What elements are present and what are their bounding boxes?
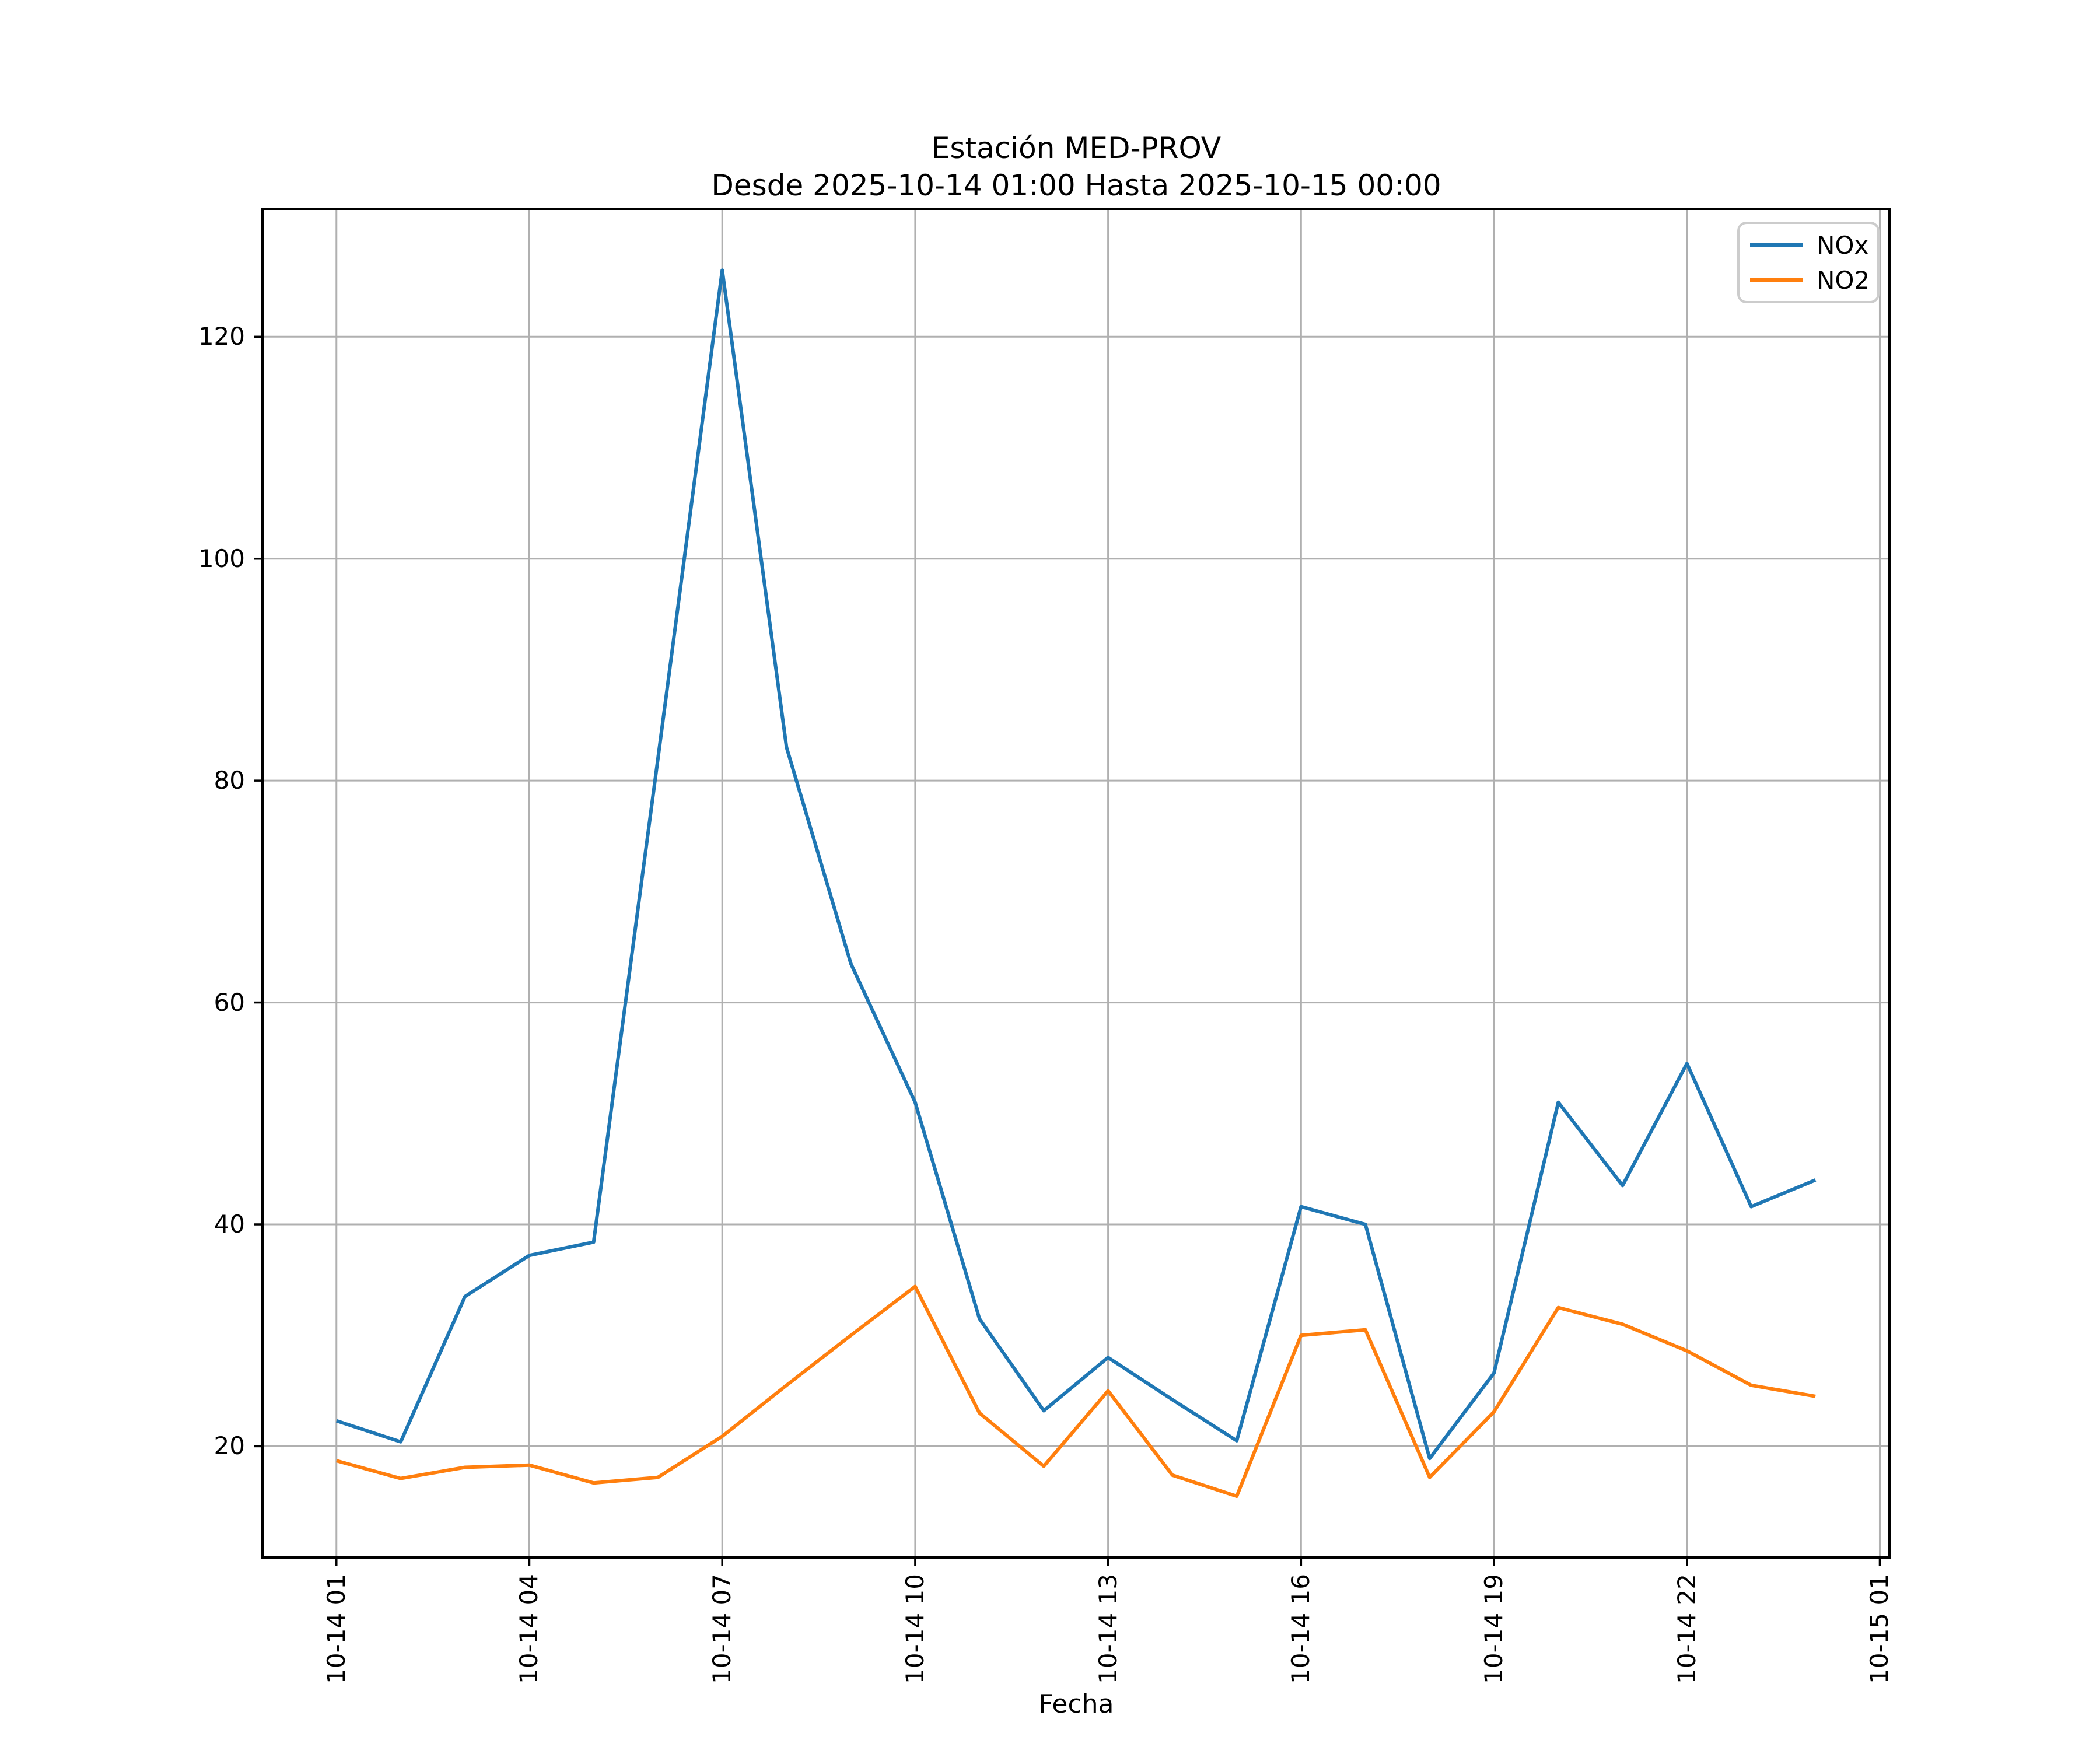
- nox-line: [335, 268, 1817, 1461]
- chart-subtitle: Desde 2025-10-14 01:00 Hasta 2025-10-15 …: [711, 169, 1441, 202]
- grid-lines: [262, 209, 1889, 1558]
- x-tick-label: 10-14 13: [1093, 1574, 1122, 1684]
- x-tick-label: 10-14 07: [708, 1574, 737, 1684]
- axes-frame: [261, 208, 1891, 1559]
- x-tick-label: 10-15 01: [1865, 1574, 1894, 1684]
- x-tick-label: 10-14 04: [514, 1574, 544, 1684]
- y-tick-label: 60: [214, 988, 245, 1017]
- legend: NOx NO2: [1737, 222, 1880, 303]
- x-tick-label: 10-14 19: [1479, 1574, 1508, 1684]
- x-axis-label: Fecha: [1038, 1689, 1114, 1719]
- no2-line-swatch: [1750, 278, 1803, 282]
- x-tick-label: 10-14 10: [900, 1574, 929, 1684]
- legend-row-no2: NO2: [1750, 265, 1870, 295]
- legend-label-nox: NOx: [1817, 230, 1869, 260]
- legend-label-no2: NO2: [1817, 265, 1870, 295]
- data-series-lines: [335, 268, 1817, 1498]
- chart-title: Estación MED-PROV: [931, 131, 1222, 165]
- x-tick-label: 10-14 16: [1286, 1574, 1315, 1684]
- y-tick-label: 40: [214, 1209, 245, 1238]
- y-tick-label: 20: [214, 1432, 245, 1461]
- y-tick-label: 80: [214, 766, 245, 795]
- y-tick-label: 100: [198, 544, 245, 573]
- x-tick-label: 10-14 01: [321, 1574, 351, 1684]
- axis-tick-marks: [254, 335, 1881, 1566]
- no2-line: [335, 1284, 1816, 1498]
- x-tick-label: 10-14 22: [1672, 1574, 1701, 1684]
- legend-row-nox: NOx: [1750, 230, 1869, 260]
- y-tick-label: 120: [198, 322, 245, 351]
- nox-line-swatch: [1750, 243, 1803, 247]
